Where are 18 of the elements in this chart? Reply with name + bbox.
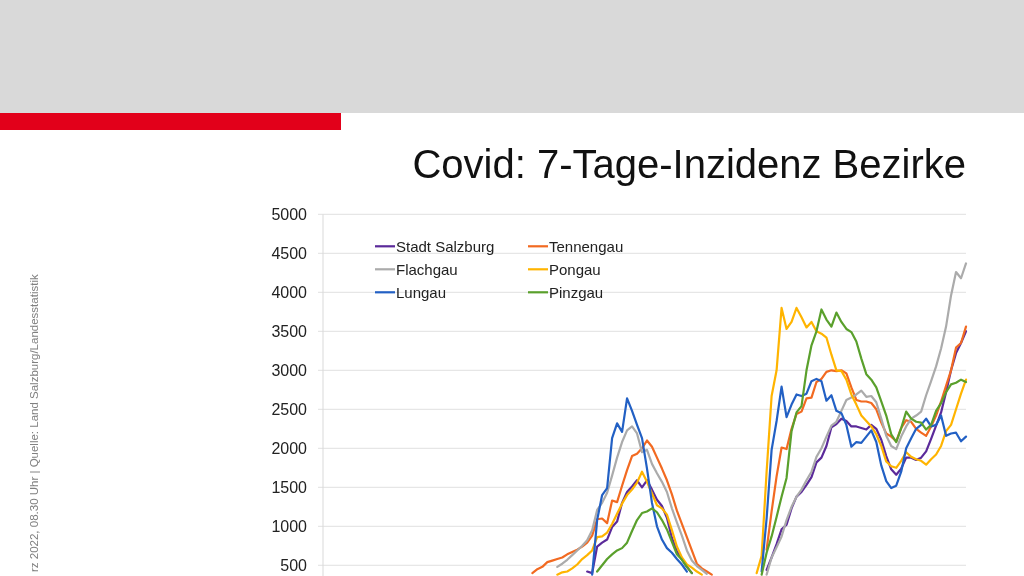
y-tick-label: 500 [280,556,308,574]
legend-label: Pongau [549,260,601,278]
y-tick-label: 4000 [271,283,308,301]
y-tick-label: 4500 [271,244,308,262]
y-tick-label: 2000 [271,439,308,457]
y-tick-label: 1500 [271,478,308,496]
legend-label: Flachgau [396,260,458,278]
legend-label: Pinzgau [549,283,604,301]
chart-title: Covid: 7-Tage-Inzidenz Bezirke [412,142,966,186]
y-tick-label: 1000 [271,517,308,535]
legend-label: Lungau [396,283,447,301]
y-tick-label: 5000 [271,205,308,223]
legend-label: Tennengau [549,237,624,255]
y-tick-label: 3500 [271,322,308,340]
legend-label: Stadt Salzburg [396,237,495,255]
text: rz 2022, 08.30 Uhr | Quelle: Land Salzburg/Landesstatistik [28,274,40,572]
y-tick-label: 3000 [271,361,308,379]
y-tick-label: 2500 [271,400,308,418]
